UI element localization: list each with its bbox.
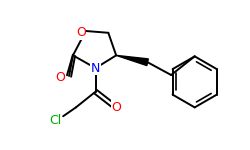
Text: O: O — [111, 101, 121, 114]
Text: O: O — [76, 26, 86, 39]
Text: Cl: Cl — [49, 114, 62, 127]
Text: N: N — [91, 62, 100, 75]
Text: O: O — [55, 71, 65, 84]
Polygon shape — [116, 55, 148, 66]
